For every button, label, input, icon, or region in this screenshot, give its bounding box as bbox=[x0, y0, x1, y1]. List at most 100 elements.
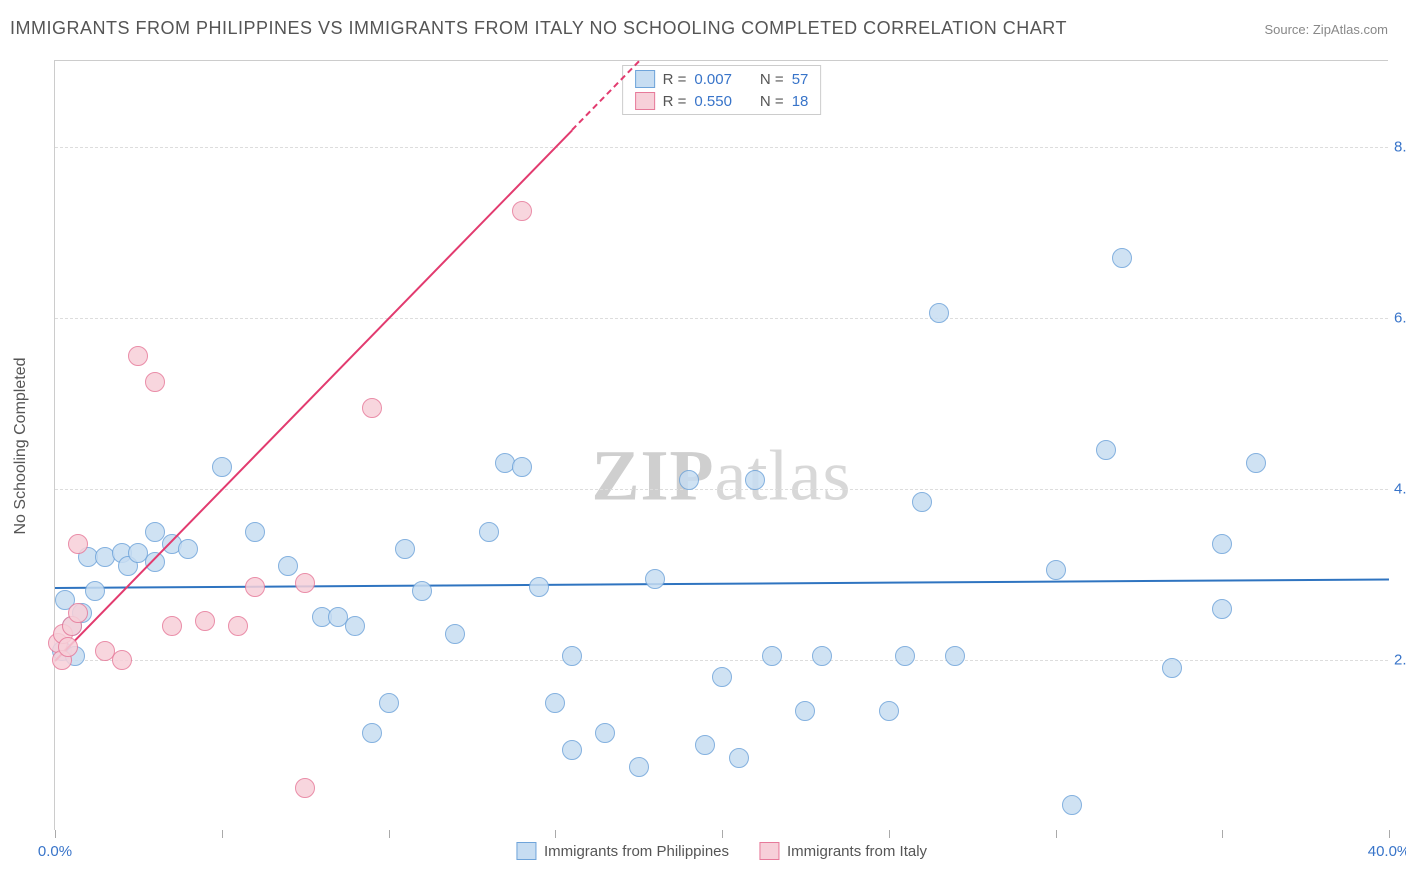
x-tick-mark bbox=[222, 830, 223, 838]
legend-series-item: Immigrants from Italy bbox=[759, 842, 927, 860]
legend-n-label: N = bbox=[760, 93, 784, 110]
legend-r-value: 0.550 bbox=[694, 93, 732, 110]
data-point bbox=[362, 398, 382, 418]
data-point bbox=[278, 556, 298, 576]
data-point bbox=[512, 201, 532, 221]
data-point bbox=[529, 577, 549, 597]
legend-swatch bbox=[516, 842, 536, 860]
data-point bbox=[812, 646, 832, 666]
data-point bbox=[795, 701, 815, 721]
y-axis-label: No Schooling Completed bbox=[12, 357, 30, 534]
data-point bbox=[145, 552, 165, 572]
x-tick-mark bbox=[1222, 830, 1223, 838]
data-point bbox=[1212, 599, 1232, 619]
legend-r-label: R = bbox=[663, 93, 687, 110]
legend-r-label: R = bbox=[663, 71, 687, 88]
data-point bbox=[178, 539, 198, 559]
legend-n-label: N = bbox=[760, 71, 784, 88]
data-point bbox=[245, 577, 265, 597]
data-point bbox=[295, 573, 315, 593]
legend-r-value: 0.007 bbox=[694, 71, 732, 88]
y-tick-label: 6.0% bbox=[1394, 309, 1406, 326]
x-tick-mark bbox=[1056, 830, 1057, 838]
legend-series-item: Immigrants from Philippines bbox=[516, 842, 729, 860]
gridline-h bbox=[55, 318, 1388, 319]
legend-series-label: Immigrants from Philippines bbox=[544, 843, 729, 860]
data-point bbox=[58, 637, 78, 657]
watermark: ZIPatlas bbox=[592, 435, 852, 518]
data-point bbox=[228, 616, 248, 636]
data-point bbox=[945, 646, 965, 666]
data-point bbox=[145, 372, 165, 392]
source-attribution: Source: ZipAtlas.com bbox=[1264, 22, 1388, 37]
legend-series: Immigrants from Philippines Immigrants fr… bbox=[516, 842, 927, 860]
data-point bbox=[1112, 248, 1132, 268]
y-tick-label: 2.0% bbox=[1394, 651, 1406, 668]
data-point bbox=[295, 778, 315, 798]
legend-correlation-row: R = 0.550 N = 18 bbox=[623, 90, 821, 112]
data-point bbox=[85, 581, 105, 601]
data-point bbox=[512, 457, 532, 477]
x-tick-mark bbox=[389, 830, 390, 838]
data-point bbox=[912, 492, 932, 512]
y-tick-label: 8.0% bbox=[1394, 138, 1406, 155]
legend-swatch bbox=[635, 92, 655, 110]
data-point bbox=[629, 757, 649, 777]
data-point bbox=[1096, 440, 1116, 460]
data-point bbox=[245, 522, 265, 542]
data-point bbox=[729, 748, 749, 768]
data-point bbox=[395, 539, 415, 559]
legend-n-value: 18 bbox=[792, 93, 809, 110]
data-point bbox=[745, 470, 765, 490]
x-tick-mark bbox=[55, 830, 56, 838]
data-point bbox=[195, 611, 215, 631]
x-tick-label: 0.0% bbox=[38, 843, 72, 860]
gridline-h bbox=[55, 489, 1388, 490]
x-tick-mark bbox=[889, 830, 890, 838]
data-point bbox=[562, 740, 582, 760]
data-point bbox=[1162, 658, 1182, 678]
legend-swatch bbox=[759, 842, 779, 860]
legend-series-label: Immigrants from Italy bbox=[787, 843, 927, 860]
data-point bbox=[1212, 534, 1232, 554]
x-tick-mark bbox=[1389, 830, 1390, 838]
data-point bbox=[479, 522, 499, 542]
data-point bbox=[345, 616, 365, 636]
x-tick-label: 40.0% bbox=[1368, 843, 1406, 860]
x-tick-mark bbox=[555, 830, 556, 838]
data-point bbox=[562, 646, 582, 666]
x-tick-mark bbox=[722, 830, 723, 838]
data-point bbox=[68, 534, 88, 554]
data-point bbox=[679, 470, 699, 490]
gridline-h bbox=[55, 660, 1388, 661]
chart-plot-area: No Schooling Completed ZIPatlas R =0.007… bbox=[54, 60, 1388, 830]
data-point bbox=[545, 693, 565, 713]
data-point bbox=[68, 603, 88, 623]
data-point bbox=[595, 723, 615, 743]
data-point bbox=[762, 646, 782, 666]
data-point bbox=[162, 616, 182, 636]
data-point bbox=[645, 569, 665, 589]
data-point bbox=[1046, 560, 1066, 580]
data-point bbox=[212, 457, 232, 477]
legend-swatch bbox=[635, 70, 655, 88]
y-tick-label: 4.0% bbox=[1394, 480, 1406, 497]
watermark-rest: atlas bbox=[715, 436, 852, 516]
data-point bbox=[712, 667, 732, 687]
data-point bbox=[929, 303, 949, 323]
data-point bbox=[362, 723, 382, 743]
data-point bbox=[379, 693, 399, 713]
data-point bbox=[1062, 795, 1082, 815]
data-point bbox=[879, 701, 899, 721]
data-point bbox=[445, 624, 465, 644]
data-point bbox=[695, 735, 715, 755]
legend-correlation-box: R = 0.007 N = 57 R = 0.550 N = 18 bbox=[622, 65, 822, 115]
data-point bbox=[412, 581, 432, 601]
data-point bbox=[895, 646, 915, 666]
chart-title: IMMIGRANTS FROM PHILIPPINES VS IMMIGRANT… bbox=[10, 18, 1067, 39]
data-point bbox=[1246, 453, 1266, 473]
data-point bbox=[128, 346, 148, 366]
legend-correlation-row: R = 0.007 N = 57 bbox=[623, 68, 821, 90]
legend-n-value: 57 bbox=[792, 71, 809, 88]
gridline-h bbox=[55, 147, 1388, 148]
